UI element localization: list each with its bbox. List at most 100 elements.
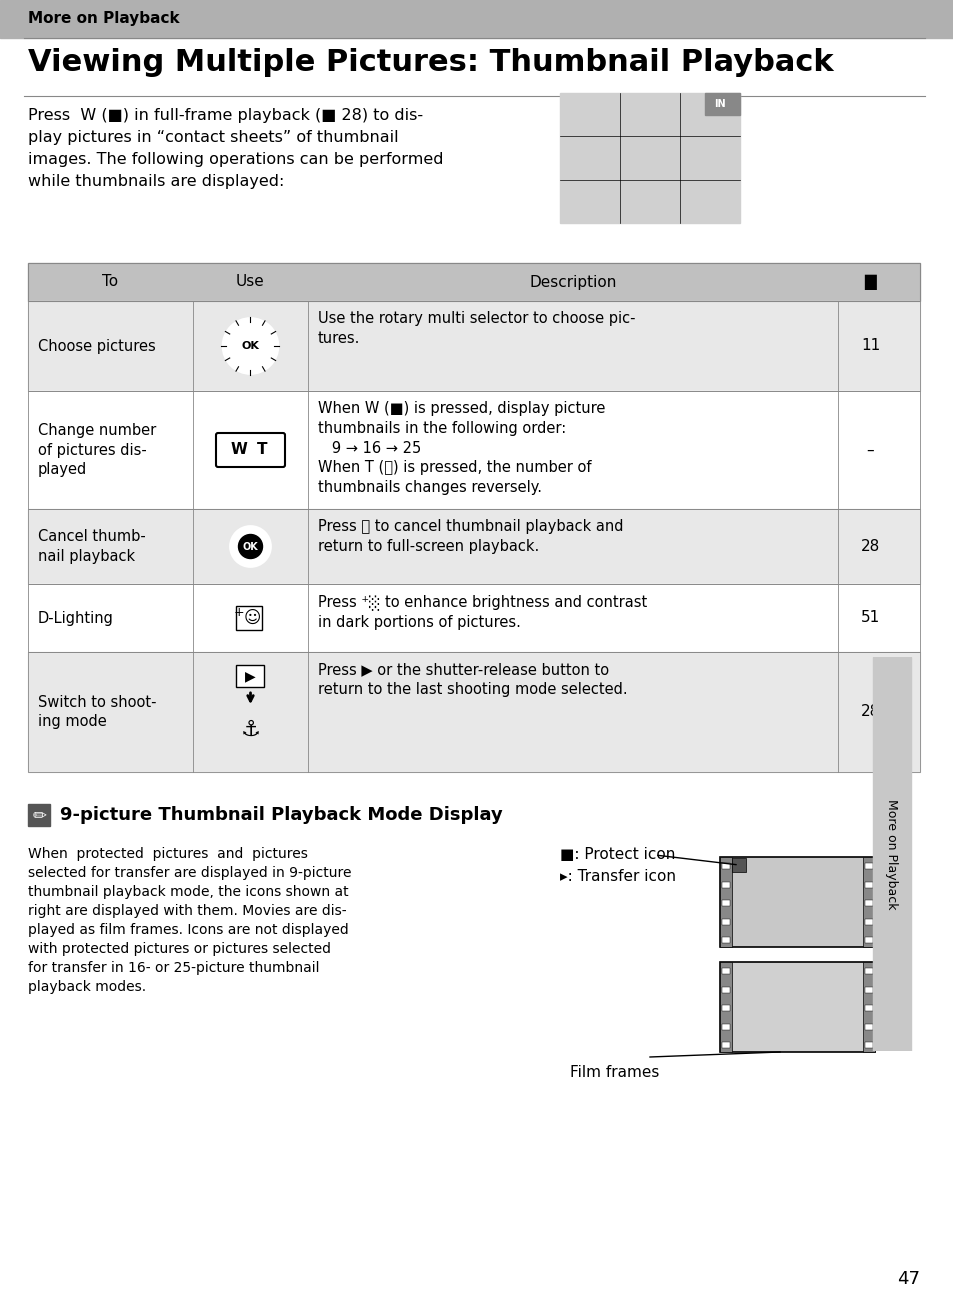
Text: When  protected  pictures  and  pictures: When protected pictures and pictures	[28, 848, 308, 861]
Bar	[864, 937, 872, 943]
Text: ▸: Transfer icon: ▸: Transfer icon	[559, 869, 676, 884]
Text: IN: IN	[714, 99, 725, 109]
Text: ⚓: ⚓	[240, 720, 260, 740]
Text: ✏: ✏	[32, 805, 46, 824]
Bar	[864, 882, 872, 887]
Text: ▶: ▶	[245, 669, 255, 683]
Bar	[864, 987, 872, 992]
Bar	[28, 509, 919, 583]
Text: 28: 28	[860, 539, 880, 555]
Text: Press  W (■) in full-frame playback (■ 28) to dis-: Press W (■) in full-frame playback (■ 28…	[28, 108, 423, 124]
Bar	[28, 509, 919, 583]
Bar	[721, 968, 729, 974]
Bar	[721, 918, 729, 925]
Bar	[864, 863, 872, 869]
Text: –: –	[865, 443, 873, 457]
Bar	[864, 900, 872, 905]
Text: right are displayed with them. Movies are dis-: right are displayed with them. Movies ar…	[28, 904, 346, 918]
Text: More on Playback: More on Playback	[884, 799, 898, 909]
Bar	[28, 263, 919, 301]
Text: D-Lighting: D-Lighting	[38, 611, 113, 625]
Text: Cancel thumb-
nail playback: Cancel thumb- nail playback	[38, 530, 146, 564]
Bar	[28, 301, 919, 392]
Bar	[28, 392, 919, 509]
Bar	[28, 652, 919, 773]
Bar	[721, 1024, 729, 1029]
Text: with protected pictures or pictures selected: with protected pictures or pictures sele…	[28, 942, 331, 957]
Text: selected for transfer are displayed in 9-picture: selected for transfer are displayed in 9…	[28, 866, 351, 880]
Bar	[864, 1024, 872, 1029]
Text: images. The following operations can be performed: images. The following operations can be …	[28, 152, 443, 167]
Bar	[721, 1042, 729, 1049]
Circle shape	[238, 535, 262, 558]
Text: 9-picture Thumbnail Playback Mode Display: 9-picture Thumbnail Playback Mode Displa…	[60, 805, 502, 824]
Bar	[28, 583, 919, 652]
Bar	[720, 962, 874, 1053]
Bar	[28, 263, 919, 301]
Text: played as film frames. Icons are not displayed: played as film frames. Icons are not dis…	[28, 922, 349, 937]
Text: playback modes.: playback modes.	[28, 980, 146, 993]
Bar	[721, 863, 729, 869]
Bar	[28, 301, 919, 392]
Bar	[0, 0, 953, 38]
Bar	[236, 665, 264, 687]
Text: for transfer in 16- or 25-picture thumbnail: for transfer in 16- or 25-picture thumbn…	[28, 961, 319, 975]
Text: To: To	[102, 275, 118, 289]
Bar	[872, 657, 910, 1051]
Bar	[704, 93, 740, 116]
Bar	[28, 652, 919, 773]
Text: +: +	[233, 606, 244, 619]
Text: while thumbnails are displayed:: while thumbnails are displayed:	[28, 173, 284, 189]
Text: Description: Description	[529, 275, 616, 289]
Text: ■: Protect icon: ■: Protect icon	[559, 848, 675, 862]
Text: Press ⁺░ to enhance brightness and contrast
in dark portions of pictures.: Press ⁺░ to enhance brightness and contr…	[317, 594, 646, 629]
Bar	[721, 987, 729, 992]
Bar	[862, 962, 874, 1053]
Bar	[862, 857, 874, 947]
Bar	[864, 1005, 872, 1010]
Bar	[28, 804, 50, 827]
Text: Film frames: Film frames	[569, 1066, 659, 1080]
Text: OK: OK	[241, 342, 259, 351]
Bar	[721, 1005, 729, 1010]
Text: Press ▶ or the shutter-release button to
return to the last shooting mode select: Press ▶ or the shutter-release button to…	[317, 662, 627, 696]
Text: ☺: ☺	[244, 608, 261, 627]
Text: Switch to shoot-
ing mode: Switch to shoot- ing mode	[38, 695, 156, 729]
Text: When W (■) is pressed, display picture
thumbnails in the following order:
   9 →: When W (■) is pressed, display picture t…	[317, 401, 605, 495]
Bar	[28, 392, 919, 509]
FancyBboxPatch shape	[215, 434, 285, 466]
Bar	[720, 857, 731, 947]
Bar	[720, 857, 874, 947]
Text: OK: OK	[242, 541, 258, 552]
Text: Change number
of pictures dis-
played: Change number of pictures dis- played	[38, 423, 156, 477]
Bar	[559, 93, 740, 223]
Bar	[720, 962, 731, 1053]
Bar	[28, 583, 919, 652]
Bar	[864, 918, 872, 925]
Bar	[864, 968, 872, 974]
Circle shape	[236, 332, 264, 360]
Text: Press Ⓢ to cancel thumbnail playback and
return to full-screen playback.: Press Ⓢ to cancel thumbnail playback and…	[317, 519, 623, 553]
Text: 28: 28	[860, 704, 880, 720]
Text: 51: 51	[860, 611, 880, 625]
Text: Use the rotary multi selector to choose pic-
tures.: Use the rotary multi selector to choose …	[317, 311, 635, 346]
Circle shape	[222, 318, 278, 374]
Text: 47: 47	[896, 1271, 919, 1288]
Text: Viewing Multiple Pictures: Thumbnail Playback: Viewing Multiple Pictures: Thumbnail Pla…	[28, 49, 833, 78]
Bar	[731, 858, 745, 872]
Text: T: T	[257, 443, 268, 457]
Text: thumbnail playback mode, the icons shown at: thumbnail playback mode, the icons shown…	[28, 886, 348, 899]
Text: play pictures in “contact sheets” of thumbnail: play pictures in “contact sheets” of thu…	[28, 130, 398, 145]
Text: More on Playback: More on Playback	[28, 12, 179, 26]
Bar	[721, 900, 729, 905]
Text: █: █	[863, 275, 876, 289]
Circle shape	[231, 527, 271, 566]
Bar	[721, 882, 729, 887]
Text: Use: Use	[236, 275, 265, 289]
Text: 11: 11	[860, 339, 880, 353]
Bar	[721, 937, 729, 943]
Bar	[236, 606, 262, 629]
Bar	[864, 1042, 872, 1049]
Text: Choose pictures: Choose pictures	[38, 339, 155, 353]
Text: W: W	[230, 443, 247, 457]
